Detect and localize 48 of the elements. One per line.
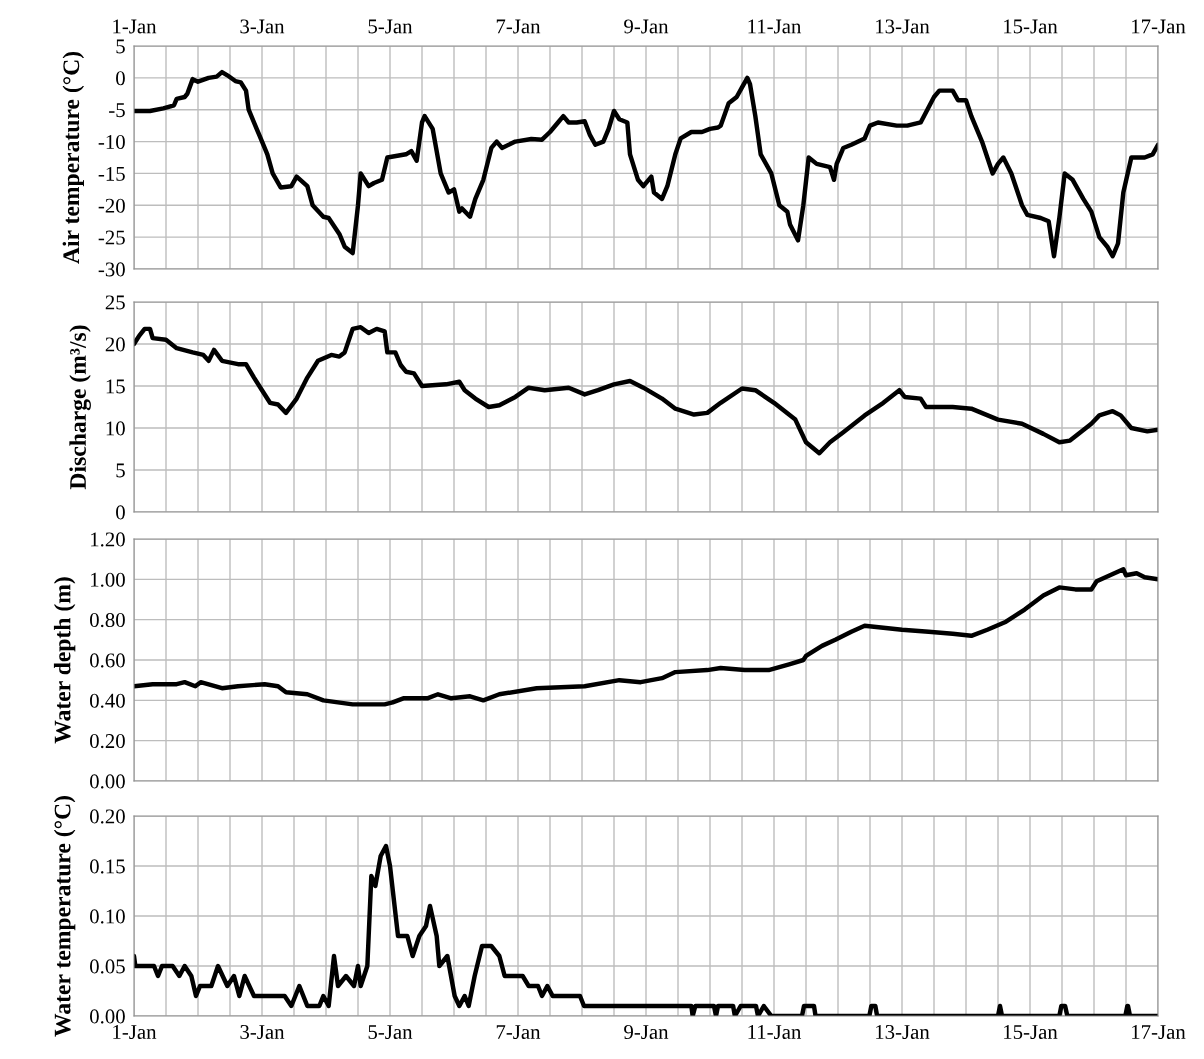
y-tick-label: 0.00: [90, 1009, 125, 1024]
y-tick-label: 5: [116, 39, 125, 54]
y-tick-label: 0: [116, 505, 125, 520]
x-tick-label: 3-Jan: [240, 19, 285, 34]
y-tick-label: 0.60: [90, 653, 125, 668]
y-tick-label: -15: [98, 166, 125, 181]
x-tick-label: 9-Jan: [624, 19, 669, 34]
x-tick-label: 15-Jan: [1004, 1025, 1058, 1039]
y-tick-label: 0.20: [90, 734, 125, 749]
x-tick-label: 15-Jan: [1004, 19, 1058, 34]
x-tick-label: 5-Jan: [368, 19, 413, 34]
x-tick-label: 5-Jan: [368, 1025, 413, 1039]
y-tick-label: 0.80: [90, 613, 125, 628]
y-tick-label: 15: [106, 379, 125, 394]
y-tick-label: 0: [116, 71, 125, 86]
y-tick-label: 5: [116, 463, 125, 478]
y-tick-label: 0.05: [90, 959, 125, 974]
y-axis-title: Water temperature (°C): [53, 796, 76, 1037]
x-tick-label: 11-Jan: [748, 1025, 802, 1039]
x-tick-label: 7-Jan: [496, 19, 541, 34]
y-tick-label: -25: [98, 230, 125, 245]
y-axis-title: Air temperature (°C): [62, 51, 85, 264]
y-tick-label: -5: [109, 103, 125, 118]
x-tick-label: 1-Jan: [113, 19, 157, 34]
y-tick-label: 1.00: [91, 572, 125, 587]
y-tick-label: 0.00: [90, 774, 125, 789]
y-tick-label: 0.15: [90, 859, 125, 874]
y-tick-label: 25: [105, 295, 125, 310]
x-tick-label: 7-Jan: [496, 1025, 541, 1039]
x-tick-label: 13-Jan: [876, 1024, 930, 1039]
y-tick-label: -20: [98, 198, 125, 213]
y-tick-label: -10: [98, 134, 125, 149]
y-tick-label: 10: [106, 421, 125, 436]
x-tick-label: 1-Jan: [113, 1025, 157, 1039]
y-tick-label: 0.20: [90, 809, 125, 824]
x-tick-label: 11-Jan: [748, 19, 802, 34]
x-tick-label: 3-Jan: [240, 1024, 285, 1039]
x-tick-label: 13-Jan: [876, 19, 930, 34]
x-tick-label: 17-Jan: [1132, 19, 1186, 34]
y-axis-title: Water depth (m): [53, 577, 76, 744]
y-axis-title: Discharge (m³/s): [69, 325, 91, 490]
y-tick-label: 1.20: [91, 532, 125, 547]
y-tick-label: 0.40: [90, 693, 125, 708]
y-tick-label: -30: [98, 262, 125, 277]
x-tick-label: 17-Jan: [1132, 1025, 1186, 1039]
y-tick-label: 0.10: [90, 909, 125, 924]
y-tick-label: 20: [105, 337, 125, 352]
x-tick-label: 9-Jan: [624, 1024, 669, 1039]
